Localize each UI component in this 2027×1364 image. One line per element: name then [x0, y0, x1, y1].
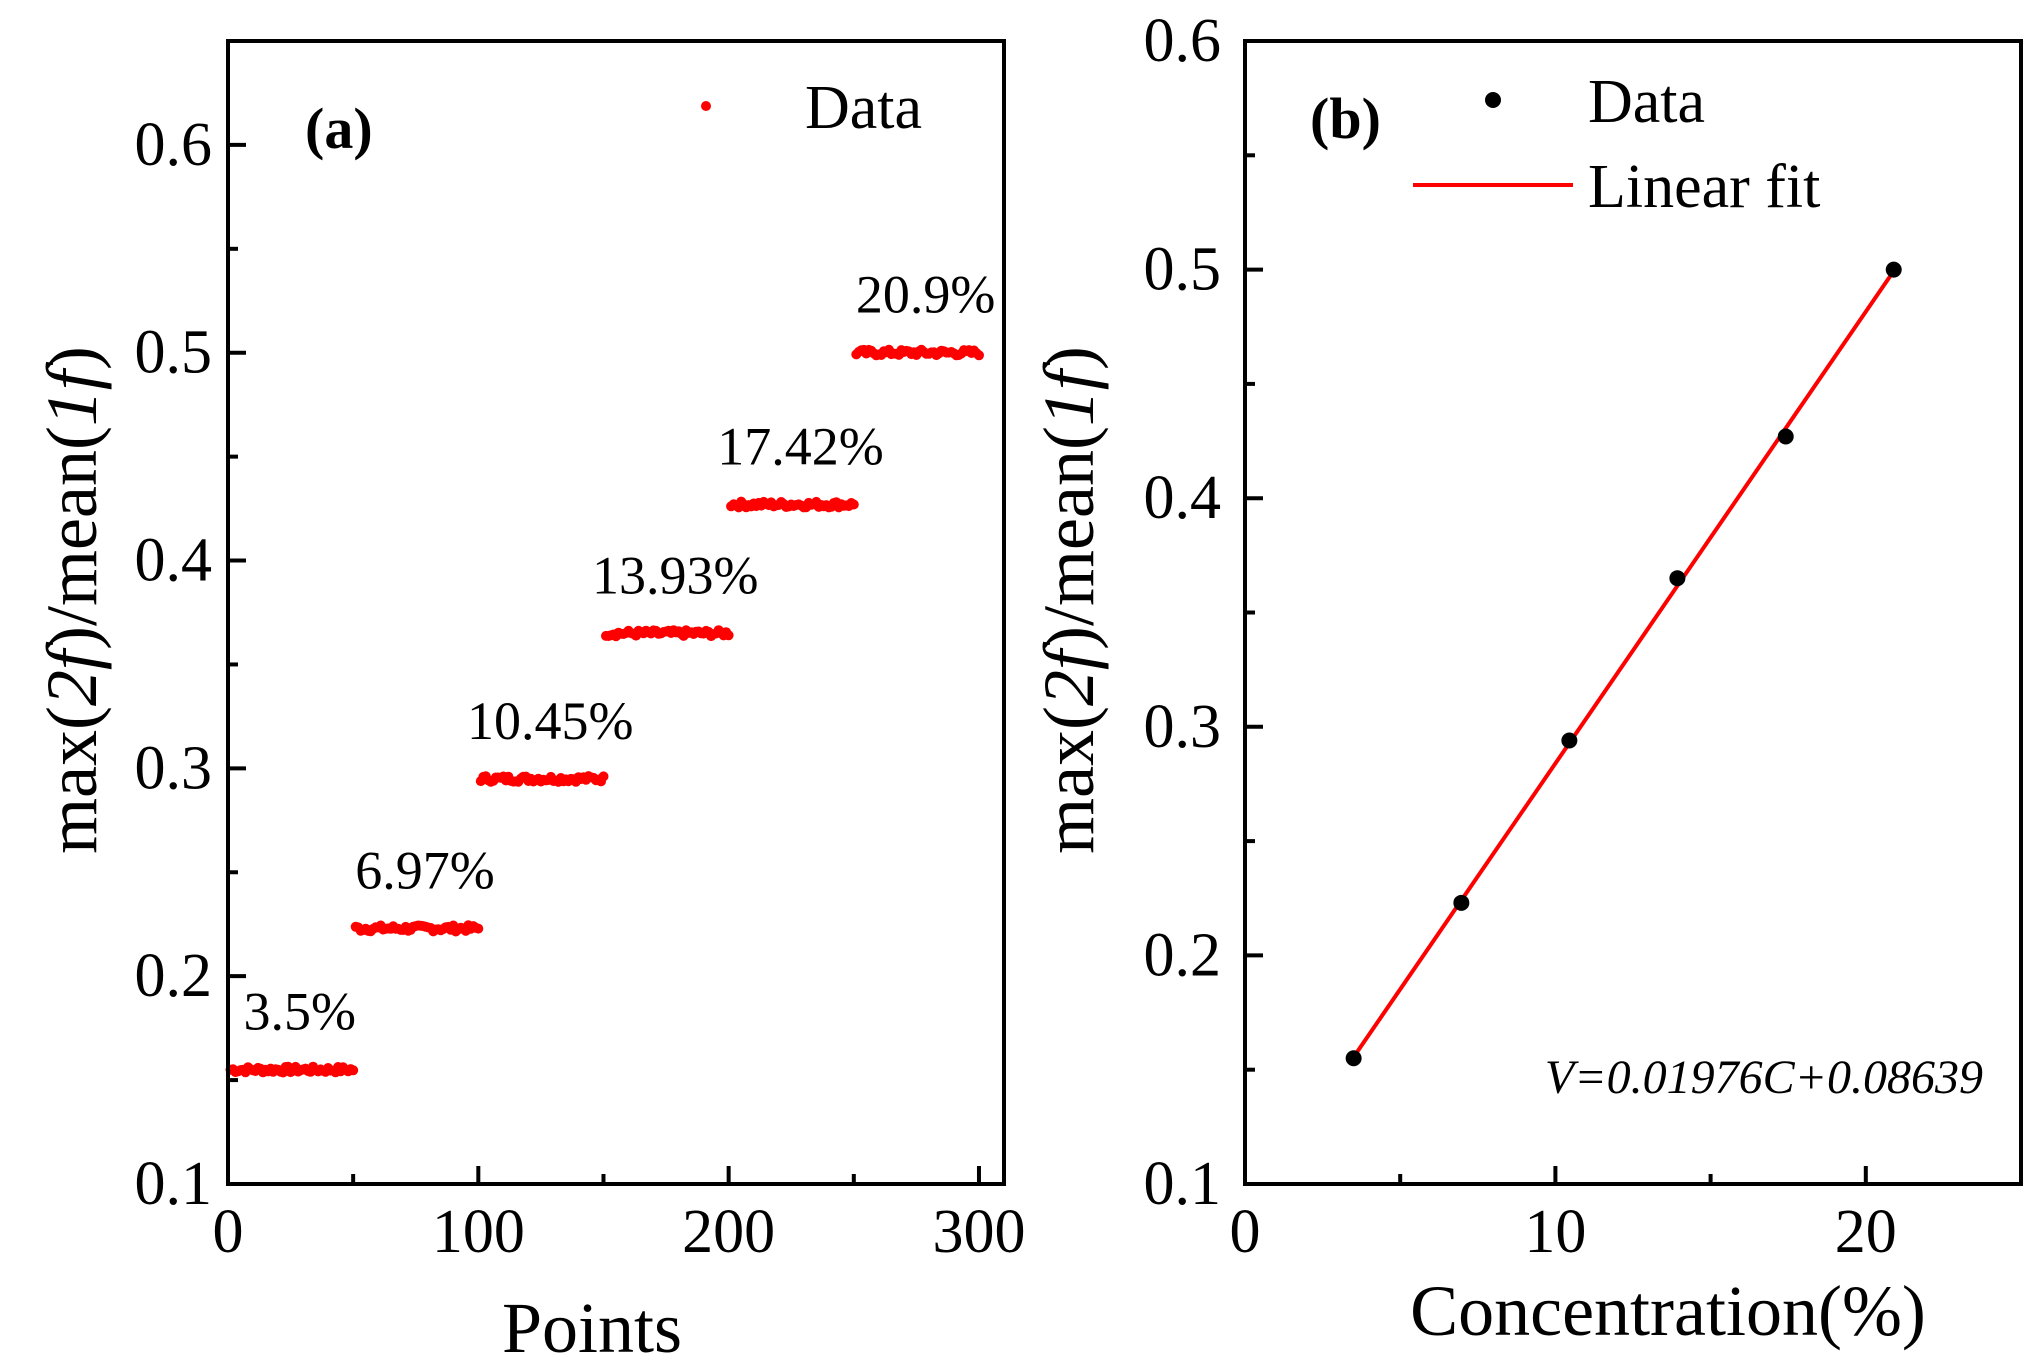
panel-a-frame: [226, 39, 1006, 1186]
data-point: [1777, 428, 1794, 445]
panel-b: 0.1 0.2 0.3 0.4 0.5 0.6 0 10 20 (b) Data Linear …: [1029, 7, 2023, 1351]
data-point: [974, 350, 984, 361]
data-point: [348, 1065, 359, 1076]
panel-a-ticks: [226, 142, 981, 1186]
panel-a-label: (a): [305, 96, 373, 161]
data-point: [1345, 1050, 1362, 1067]
panel-b-fit: [1351, 269, 1896, 1059]
y-tick-label: 0.2: [135, 942, 213, 1010]
segment-2: [350, 920, 484, 937]
segment-label: 20.9%: [856, 265, 995, 325]
panel-b-legend-fit-label: Linear fit: [1588, 153, 1820, 221]
x-tick-label: 20: [1835, 1198, 1897, 1266]
panel-b-legend-data-label: Data: [1588, 68, 1705, 136]
data-point: [848, 499, 859, 510]
panel-a-ylabel-pre: max(: [32, 706, 112, 854]
x-tick-label: 200: [682, 1198, 775, 1266]
panel-a-ylabel-it2: 1f: [32, 361, 112, 426]
y-tick-label: 0.1: [1144, 1150, 1222, 1218]
panel-b-equation: V=0.01976C+0.08639: [1545, 1051, 1983, 1104]
segment-4: [601, 625, 734, 642]
data-point: [1885, 261, 1902, 278]
panel-a-ylabel-post: ): [32, 346, 112, 370]
panel-b-ylabel-post: ): [1029, 346, 1109, 370]
panel-b-xlabel: Concentration(%): [1410, 1271, 1926, 1351]
data-point: [1669, 570, 1686, 587]
data-point: [473, 923, 484, 934]
y-tick-label: 0.3: [1144, 693, 1222, 761]
panel-b-legend: Data Linear fit: [1413, 68, 1820, 221]
panel-a-xlabel: Points: [502, 1288, 682, 1364]
panel-b-ticks: [1243, 39, 1868, 1186]
panel-a-ylabel-mid: )/mean(: [32, 426, 112, 650]
panel-a-ylabel: max(2f)/mean(1f): [32, 346, 112, 854]
panel-b-ylabel-pre: max(: [1029, 706, 1109, 854]
y-tick-label: 0.5: [1144, 236, 1222, 304]
y-tick-label: 0.4: [135, 527, 213, 595]
x-tick-label: 0: [1230, 1198, 1261, 1266]
panel-b-ylabel-it2: 1f: [1029, 361, 1109, 426]
segment-label: 17.42%: [717, 416, 883, 476]
x-tick-label: 100: [432, 1198, 525, 1266]
segment-label: 6.97%: [355, 840, 494, 900]
data-point: [1453, 894, 1470, 911]
panel-a-legend-marker: [701, 101, 711, 111]
segment-3: [475, 771, 609, 787]
y-tick-label: 0.3: [135, 734, 213, 802]
panel-b-labels: 0.1 0.2 0.3 0.4 0.5 0.6 0 10 20: [1144, 7, 1897, 1266]
y-tick-label: 0.4: [1144, 464, 1222, 532]
panel-b-ylabel-mid: )/mean(: [1029, 426, 1109, 650]
panel-a-legend: Data: [701, 74, 922, 142]
segment-5: [726, 496, 859, 513]
panel-a-labels: 3.5% 6.97% 10.45% 13.93% 17.42% 20.9% 0.1 0.2 0.…: [135, 111, 1026, 1266]
data-point: [1561, 732, 1578, 749]
x-tick-label: 0: [213, 1198, 244, 1266]
panel-a: 3.5% 6.97% 10.45% 13.93% 17.42% 20.9% 0.1 0.2 0.…: [32, 39, 1026, 1364]
segment-label: 10.45%: [467, 691, 633, 751]
segment-6: [851, 344, 984, 361]
panel-b-legend-data-marker: [1485, 92, 1501, 108]
panel-b-marks: [1345, 261, 1902, 1067]
x-tick-label: 300: [932, 1198, 1025, 1266]
y-tick-label: 0.2: [1144, 921, 1222, 989]
y-tick-label: 0.6: [135, 111, 213, 179]
data-point: [723, 630, 734, 641]
segment-label: 13.93%: [592, 545, 758, 605]
panel-b-label: (b): [1310, 86, 1381, 151]
segment-1: [225, 1061, 359, 1078]
data-point: [598, 771, 609, 782]
panel-a-ylabel-it1: 2f: [32, 641, 112, 706]
panel-b-ylabel: max(2f)/mean(1f): [1029, 346, 1109, 854]
panel-a-marks: [225, 344, 984, 1078]
x-tick-label: 10: [1524, 1198, 1586, 1266]
panel-a-legend-label: Data: [805, 74, 922, 142]
segment-label: 3.5%: [244, 982, 356, 1042]
y-tick-label: 0.6: [1144, 7, 1222, 75]
y-tick-label: 0.1: [135, 1150, 213, 1218]
panel-b-ylabel-it1: 2f: [1029, 641, 1109, 706]
linear-fit-line: [1351, 269, 1896, 1059]
y-tick-label: 0.5: [135, 319, 213, 387]
